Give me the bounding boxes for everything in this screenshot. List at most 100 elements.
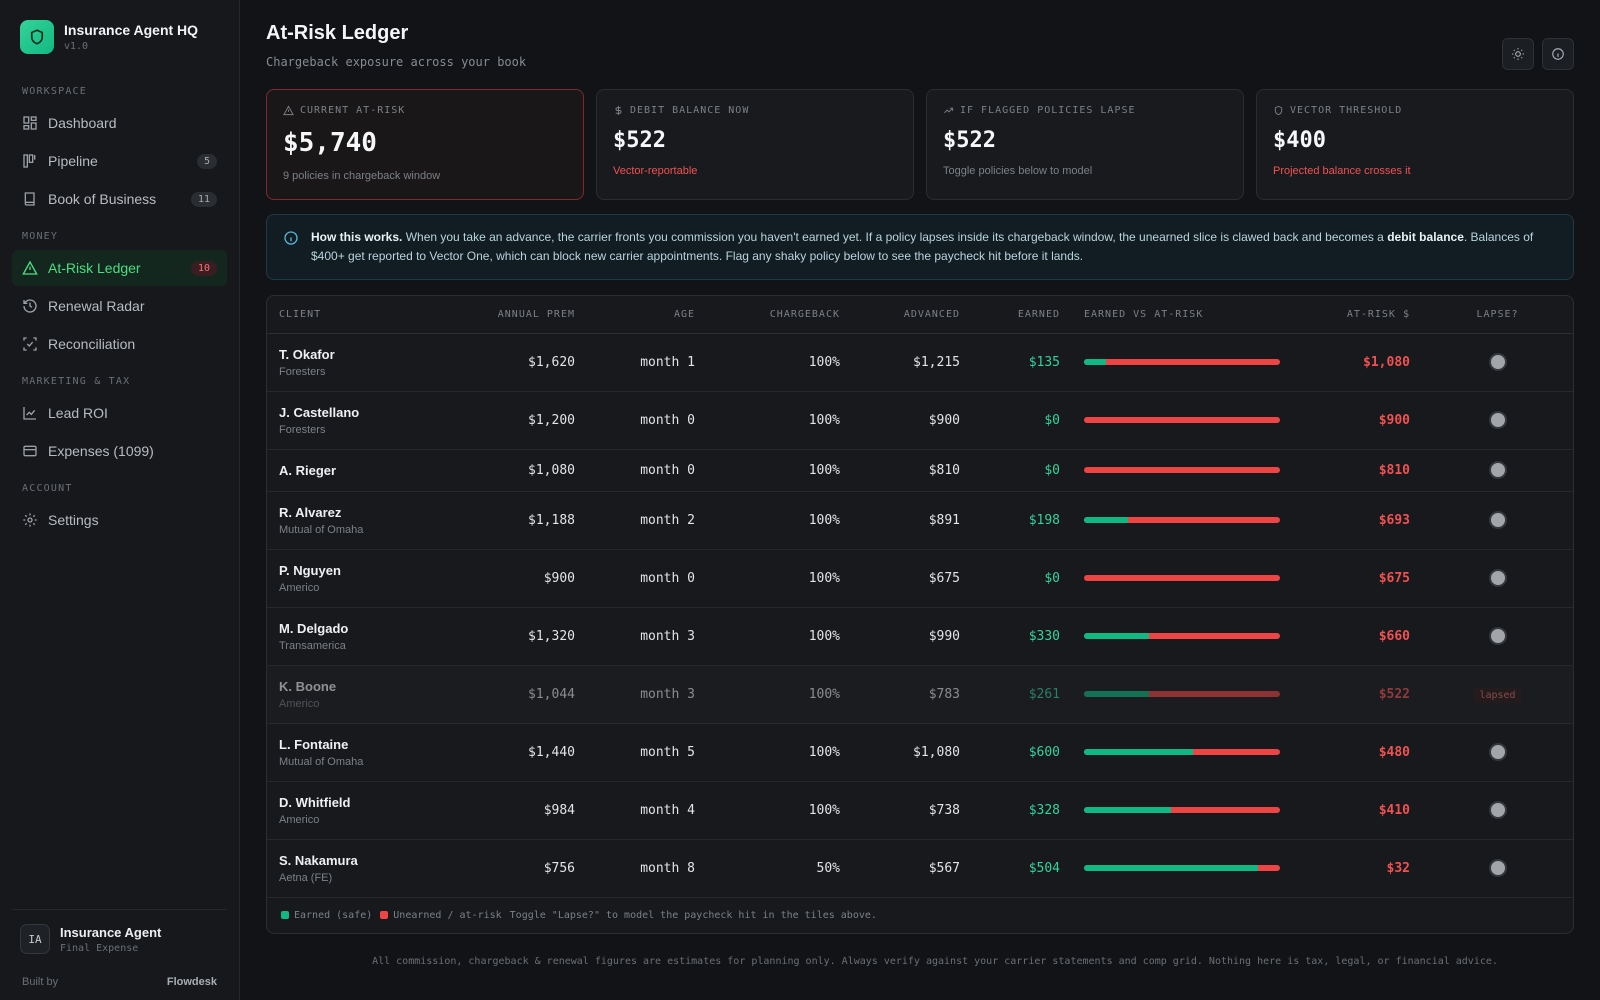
earned-fill — [1084, 517, 1128, 523]
info-body-1: When you take an advance, the carrier fr… — [402, 230, 1388, 244]
section-money: MONEY — [22, 231, 59, 242]
sidebar-item-expenses[interactable]: Expenses (1099) — [12, 433, 227, 469]
sidebar-item-pipeline[interactable]: Pipeline 5 — [12, 143, 227, 179]
cell-chargeback: 100% — [707, 723, 852, 782]
info-text: How this works. When you take an advance… — [311, 228, 1557, 266]
cell-chargeback: 100% — [707, 333, 852, 392]
user-profile[interactable]: IA Insurance Agent Final Expense — [12, 924, 227, 954]
cell-client: M. Delgado Transamerica — [267, 607, 457, 666]
stat-label: DEBIT BALANCE NOW — [613, 105, 897, 116]
cell-annual-prem: $984 — [457, 781, 587, 840]
lapse-toggle[interactable] — [1488, 743, 1507, 761]
table-row: J. Castellano Foresters $1,200 month 0 100% $… — [267, 391, 1573, 450]
cell-age: month 2 — [587, 491, 707, 550]
client-name: A. Rieger — [279, 462, 337, 478]
cell-lapse — [1422, 607, 1573, 666]
lapse-toggle[interactable] — [1488, 627, 1507, 645]
cell-lapse — [1422, 781, 1573, 840]
col-earned: EARNED — [972, 296, 1072, 334]
table-legend: Earned (safe) Unearned / at-risk Toggle … — [267, 898, 1573, 933]
card-icon — [23, 445, 37, 457]
info-button[interactable] — [1542, 38, 1574, 70]
stat-current-at-risk: CURRENT AT-RISK $5,740 9 policies in cha… — [266, 89, 584, 200]
earned-vs-at-risk-bar — [1084, 633, 1280, 639]
sidebar-item-label: Pipeline — [48, 153, 98, 169]
sidebar-item-label: Settings — [48, 512, 99, 528]
info-icon — [284, 231, 298, 245]
cell-age: month 3 — [587, 665, 707, 724]
sidebar-item-renewal-radar[interactable]: Renewal Radar — [12, 288, 227, 324]
cell-earned-bar — [1072, 781, 1292, 840]
lapse-toggle[interactable] — [1488, 801, 1507, 819]
section-account: ACCOUNT — [22, 483, 73, 494]
gear-icon — [23, 513, 37, 527]
cell-chargeback: 100% — [707, 491, 852, 550]
legend-unearned-label: Unearned / at-risk — [393, 909, 502, 921]
cell-at-risk: $675 — [1292, 549, 1422, 608]
cell-chargeback: 50% — [707, 839, 852, 898]
scan-icon — [23, 337, 37, 351]
cell-earned: $0 — [972, 391, 1072, 450]
lapse-toggle[interactable] — [1488, 859, 1507, 877]
ledger-table: CLIENT ANNUAL PREM AGE CHARGEBACK ADVANC… — [266, 295, 1574, 934]
cell-chargeback: 100% — [707, 607, 852, 666]
cell-advanced: $738 — [852, 781, 972, 840]
sidebar-item-label: Expenses (1099) — [48, 443, 154, 459]
table-row: A. Rieger $1,080 month 0 100% $810 $0 $810 — [267, 449, 1573, 492]
shield-icon — [1274, 105, 1283, 116]
theme-toggle-button[interactable] — [1502, 38, 1534, 70]
cell-earned: $330 — [972, 607, 1072, 666]
stat-value: $400 — [1273, 128, 1326, 153]
lapse-toggle[interactable] — [1488, 511, 1507, 529]
stat-note: 9 policies in chargeback window — [283, 170, 441, 182]
cell-chargeback: 100% — [707, 781, 852, 840]
built-by-link[interactable]: Flowdesk — [166, 976, 217, 988]
built-by-label: Built by — [22, 976, 59, 988]
cell-earned-bar — [1072, 839, 1292, 898]
cell-annual-prem: $1,044 — [457, 665, 587, 724]
earned-fill — [1084, 691, 1150, 697]
sidebar-item-at-risk-ledger[interactable]: At-Risk Ledger 10 — [12, 250, 227, 286]
lapse-toggle[interactable] — [1488, 411, 1507, 429]
cell-client: R. Alvarez Mutual of Omaha — [267, 491, 457, 550]
lapsed-badge[interactable]: lapsed — [1473, 687, 1522, 703]
client-name: M. Delgado — [279, 620, 349, 636]
cell-earned: $504 — [972, 839, 1072, 898]
cell-client: L. Fontaine Mutual of Omaha — [267, 723, 457, 782]
sidebar-item-lead-roi[interactable]: Lead ROI — [12, 395, 227, 431]
sidebar-item-reconciliation[interactable]: Reconciliation — [12, 326, 227, 362]
cell-at-risk: $660 — [1292, 607, 1422, 666]
sidebar-item-dashboard[interactable]: Dashboard — [12, 105, 227, 141]
sidebar-item-settings[interactable]: Settings — [12, 502, 227, 538]
table-row: S. Nakamura Aetna (FE) $756 month 8 50% $567 $… — [267, 839, 1573, 898]
col-chargeback: CHARGEBACK — [707, 296, 852, 334]
brand[interactable]: Insurance Agent HQ v1.0 — [12, 20, 227, 74]
stat-note: Projected balance crosses it — [1273, 165, 1411, 177]
lapse-toggle[interactable] — [1488, 569, 1507, 587]
stat-debit-balance: DEBIT BALANCE NOW $522 Vector-reportable — [596, 89, 914, 200]
sun-icon — [1512, 48, 1524, 60]
count-badge: 5 — [196, 153, 217, 169]
warning-icon — [283, 105, 294, 116]
sidebar-item-book-of-business[interactable]: Book of Business 11 — [12, 181, 227, 217]
client-name: K. Boone — [279, 678, 337, 694]
client-carrier: Mutual of Omaha — [279, 523, 364, 536]
page-subtitle: Chargeback exposure across your book — [266, 55, 527, 69]
lapse-toggle[interactable] — [1488, 353, 1507, 371]
legend-hint: Toggle "Lapse?" to model the paycheck hi… — [509, 909, 877, 921]
cell-advanced: $1,080 — [852, 723, 972, 782]
cell-at-risk: $522 — [1292, 665, 1422, 724]
cell-client: P. Nguyen Americo — [267, 549, 457, 608]
earned-vs-at-risk-bar — [1084, 517, 1280, 523]
cell-earned-bar — [1072, 723, 1292, 782]
section-workspace: WORKSPACE — [22, 86, 87, 97]
lapse-toggle[interactable] — [1488, 461, 1507, 479]
sidebar-item-label: Book of Business — [48, 191, 157, 207]
stat-note: Toggle policies below to model — [943, 165, 1093, 177]
stat-value: $5,740 — [283, 128, 377, 158]
client-name: D. Whitfield — [279, 794, 351, 810]
sidebar: Insurance Agent HQ v1.0 WORKSPACE Dashbo… — [0, 0, 240, 1000]
client-name: S. Nakamura — [279, 852, 358, 868]
cell-advanced: $810 — [852, 449, 972, 492]
